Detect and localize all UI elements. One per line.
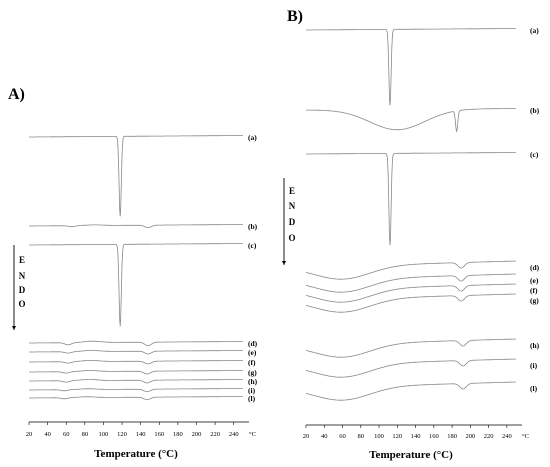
x-tick-label: 160 bbox=[429, 433, 439, 440]
x-tick-label: 200 bbox=[192, 431, 202, 438]
x-axis-title: Temperature (°C) bbox=[369, 449, 453, 461]
curve-label: (a) bbox=[248, 133, 257, 142]
dsc-curve-a bbox=[306, 28, 516, 106]
x-axis-title: Temperature (°C) bbox=[94, 448, 178, 460]
endo-letter: D bbox=[19, 285, 26, 295]
dsc-curve-f bbox=[305, 283, 516, 303]
endo-letter: E bbox=[289, 186, 295, 196]
curve-label: (l) bbox=[248, 394, 256, 403]
curve-label: (d) bbox=[530, 263, 540, 272]
curve-label: (g) bbox=[530, 296, 539, 305]
x-unit-label: °C bbox=[249, 431, 256, 438]
x-tick-label: 120 bbox=[117, 431, 127, 438]
x-tick-label: 240 bbox=[502, 433, 512, 440]
curve-label: (f) bbox=[248, 358, 256, 367]
curve-label: (e) bbox=[248, 348, 257, 357]
x-tick-label: 20 bbox=[26, 431, 33, 438]
x-tick-label: 220 bbox=[210, 431, 220, 438]
x-tick-label: 80 bbox=[358, 433, 365, 440]
x-tick-label: 180 bbox=[447, 433, 457, 440]
x-tick-label: 60 bbox=[339, 433, 346, 440]
x-unit-label: °C bbox=[522, 433, 529, 440]
dsc-curve-i bbox=[29, 388, 243, 392]
panel-a-letter: A) bbox=[8, 86, 25, 103]
panel-b-letter: B) bbox=[287, 8, 303, 25]
x-tick-label: 240 bbox=[229, 431, 239, 438]
panel-a-plot: 20 40 60 80 100 120 140 160 180 200 220 240 °C Temper… bbox=[12, 133, 258, 460]
panel-b-plot: 20 40 60 80 100 120 140 160 180 200 220 240 °C Temper… bbox=[282, 26, 540, 461]
x-tick-label: 120 bbox=[392, 433, 402, 440]
curve-label: (h) bbox=[530, 341, 540, 350]
curve-label: (g) bbox=[248, 368, 257, 377]
curve-label: (e) bbox=[530, 276, 539, 285]
dsc-curve-a bbox=[29, 135, 243, 217]
dsc-curve-i bbox=[305, 358, 516, 378]
dsc-curve-e bbox=[29, 350, 243, 355]
curve-label: (b) bbox=[248, 222, 258, 231]
dsc-curve-g bbox=[29, 370, 243, 375]
curve-label: (f) bbox=[530, 286, 538, 295]
curve-label: (d) bbox=[248, 339, 258, 348]
endo-letter: O bbox=[18, 299, 25, 309]
x-tick-label: 200 bbox=[465, 433, 475, 440]
curve-label: (a) bbox=[530, 26, 539, 35]
curve-label: (h) bbox=[248, 377, 258, 386]
endo-letter: N bbox=[19, 271, 26, 281]
dsc-curve-b bbox=[306, 108, 516, 133]
x-tick-label: 220 bbox=[484, 433, 494, 440]
dsc-curve-c bbox=[29, 243, 243, 327]
dsc-curve-b bbox=[29, 224, 243, 228]
x-tick-label: 140 bbox=[411, 433, 421, 440]
x-tick-label: 20 bbox=[303, 433, 310, 440]
dsc-curve-l bbox=[305, 381, 516, 401]
x-tick-label: 160 bbox=[154, 431, 164, 438]
x-tick-label: 180 bbox=[173, 431, 183, 438]
curve-label: (c) bbox=[530, 150, 539, 159]
dsc-curve-h bbox=[305, 338, 516, 358]
endo-arrow-head bbox=[12, 326, 16, 330]
dsc-curve-c bbox=[306, 152, 516, 246]
endo-arrow-head bbox=[282, 261, 286, 265]
curve-label: (b) bbox=[530, 106, 540, 115]
dsc-curve-g bbox=[305, 293, 516, 313]
dsc-curve-e bbox=[305, 273, 516, 293]
x-tick-label: 100 bbox=[374, 433, 384, 440]
endo-letter: D bbox=[289, 217, 296, 227]
curve-label: (i) bbox=[530, 361, 538, 370]
x-tick-label: 100 bbox=[99, 431, 109, 438]
dsc-curve-h bbox=[29, 379, 243, 384]
x-tick-label: 80 bbox=[82, 431, 89, 438]
dsc-curve-d bbox=[305, 260, 516, 280]
dsc-curve-d bbox=[29, 340, 243, 347]
dsc-curve-f bbox=[29, 360, 243, 365]
x-tick-label: 140 bbox=[136, 431, 146, 438]
x-tick-label: 40 bbox=[44, 431, 51, 438]
endo-letter: O bbox=[288, 233, 295, 243]
endo-letter: N bbox=[289, 201, 296, 211]
endo-letter: E bbox=[19, 255, 25, 265]
dsc-curve-l bbox=[29, 396, 243, 400]
curve-label: (i) bbox=[248, 386, 256, 395]
curve-label: (l) bbox=[530, 384, 538, 393]
curve-label: (c) bbox=[248, 241, 257, 250]
x-tick-label: 60 bbox=[63, 431, 70, 438]
x-tick-label: 40 bbox=[321, 433, 328, 440]
